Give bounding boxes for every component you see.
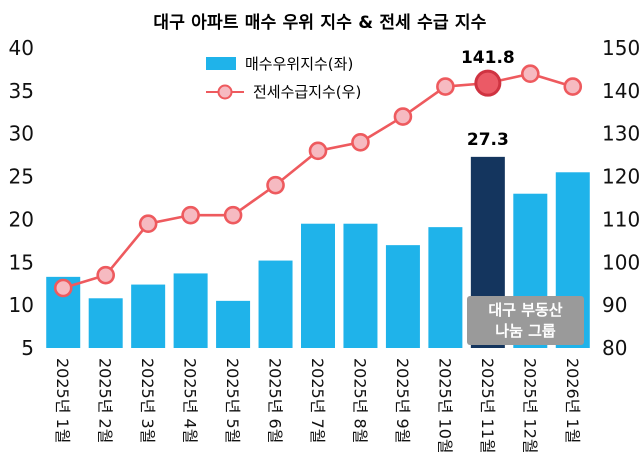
line-series-swatch [206,84,244,100]
line-marker-7 [351,132,370,152]
right-axis-tick-90: 90 [602,293,627,317]
x-axis-label-2: 2025년 3월 [138,358,157,443]
left-axis-tick-10: 10 [9,293,34,317]
right-axis-tick-80: 80 [602,336,627,360]
line-marker-3 [181,205,200,225]
legend-label-line-series: 전세수급지수(우) [253,83,362,101]
x-axis-label-11: 2025년 12월 [520,358,539,454]
x-axis-label-8: 2025년 9월 [393,358,412,443]
bar-2025년 9월 [385,245,420,348]
x-axis-label-6: 2025년 7월 [308,358,327,443]
legend: 매수우위지수(좌) 전세수급지수(우) [206,53,361,102]
line-marker-6 [308,141,328,161]
line-marker-5 [266,175,285,195]
line-marker-11 [521,64,540,84]
x-axis-label-1: 2025년 2월 [96,358,115,443]
left-axis-tick-30: 30 [9,122,34,146]
left-axis-tick-5: 5 [21,336,34,360]
watermark-line2: 나눔 그룹 [495,321,556,340]
bar-2025년 2월 [88,298,123,348]
line-marker-8 [393,107,413,126]
right-axis-tick-140: 140 [602,79,640,103]
watermark: 대구 부동산 나눔 그룹 [467,296,584,345]
bar-series-swatch [206,57,236,70]
left-axis-tick-20: 20 [9,207,34,231]
bar-2025년 6월 [258,260,293,348]
line-marker-0 [53,278,73,298]
left-axis-tick-15: 15 [9,250,34,274]
annotation-27.3: 27.3 [467,130,509,150]
bar-2025년 10월 [428,227,463,348]
line-marker-4 [223,205,243,225]
bar-2025년 4월 [173,273,208,348]
line-marker-emphasis [474,69,502,97]
x-axis-label-3: 2025년 4월 [181,358,200,443]
x-axis-label-7: 2025년 8월 [350,358,369,443]
line-marker-2 [138,214,158,234]
left-axis-tick-40: 40 [9,36,34,60]
x-axis-label-10: 2025년 11월 [478,358,497,454]
legend-item-bar-series: 매수우위지수(좌) [206,53,361,74]
x-axis-label-0: 2025년 1월 [53,358,72,443]
line-swatch-dot [217,84,233,99]
left-axis-tick-35: 35 [9,79,34,103]
x-axis-label-4: 2025년 5월 [223,358,242,443]
left-axis-tick-25: 25 [9,165,34,189]
right-axis-tick-110: 110 [602,207,640,231]
x-axis-label-5: 2025년 6월 [266,358,285,443]
line-marker-12 [563,77,583,96]
bar-2025년 3월 [131,284,166,348]
legend-label-bar-series: 매수우위지수(좌) [245,55,354,73]
annotation-141.8: 141.8 [461,48,515,68]
right-axis-tick-120: 120 [602,165,640,189]
bar-2025년 7월 [301,223,335,348]
x-axis-label-12: 2026년 1월 [563,358,582,443]
right-axis-tick-150: 150 [602,36,640,60]
chart-title: 대구 아파트 매수 우위 지수 & 전세 수급 지수 [153,13,487,33]
right-axis-tick-130: 130 [602,122,640,146]
right-axis-tick-100: 100 [602,250,640,274]
x-axis-label-9: 2025년 10월 [435,358,454,454]
line-marker-9 [436,77,455,96]
bar-2025년 5월 [216,300,251,348]
legend-item-line-series: 전세수급지수(우) [206,81,361,102]
watermark-line1: 대구 부동산 [488,300,563,319]
line-marker-1 [96,265,115,285]
bar-2025년 8월 [343,223,378,348]
